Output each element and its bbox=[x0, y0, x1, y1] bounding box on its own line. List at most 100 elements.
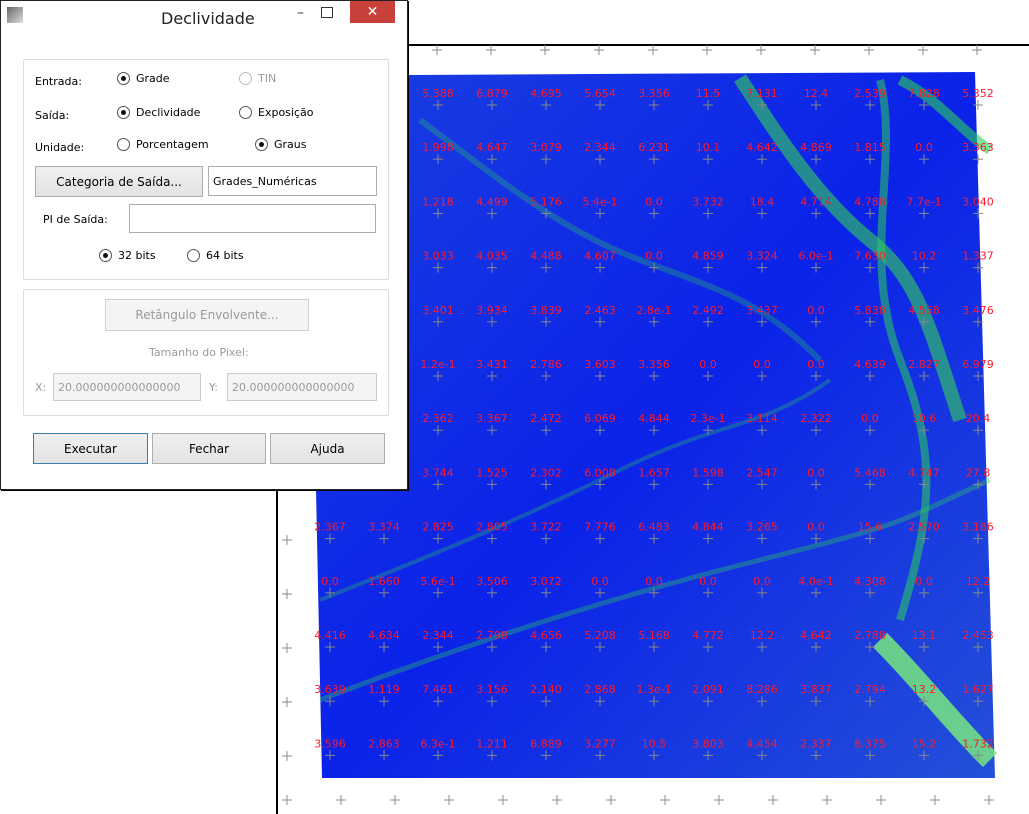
grid-value: 2.825 bbox=[422, 521, 454, 534]
grid-value: 3.033 bbox=[422, 250, 454, 263]
grid-value: 4.714 bbox=[800, 195, 832, 208]
x-field: 20.000000000000000 bbox=[53, 373, 201, 401]
grid-value: 2.302 bbox=[530, 466, 562, 479]
grid-value: 2.344 bbox=[584, 141, 616, 154]
grid-value: 0.0 bbox=[645, 195, 663, 208]
grid-value: 2.794 bbox=[854, 683, 886, 696]
grid-value: 3.934 bbox=[476, 304, 508, 317]
radio-label: TIN bbox=[258, 72, 276, 85]
grid-value: 3.367 bbox=[476, 412, 508, 425]
radio[interactable]: 32 bits bbox=[99, 249, 156, 262]
grid-value: 5.388 bbox=[422, 87, 454, 100]
pixel-label: Tamanho do Pixel: bbox=[149, 346, 249, 359]
radio[interactable]: Porcentagem bbox=[117, 138, 209, 151]
radio[interactable]: Grade bbox=[117, 72, 170, 85]
grid-value: 0.0 bbox=[861, 412, 879, 425]
radio[interactable]: Graus bbox=[255, 138, 307, 151]
categoria-field[interactable]: Grades_Numéricas bbox=[208, 166, 377, 196]
grid-value: 18.4 bbox=[750, 195, 775, 208]
grid-value: 10.5 bbox=[642, 737, 667, 750]
grid-value: 2.863 bbox=[368, 737, 400, 750]
minimize-button[interactable]: – bbox=[297, 5, 304, 21]
radio[interactable]: 64 bits bbox=[187, 249, 244, 262]
grid-value: 6.483 bbox=[638, 521, 670, 534]
grid-value: 2.337 bbox=[800, 737, 832, 750]
grid-value: 1.657 bbox=[638, 466, 670, 479]
y-field: 20.000000000000000 bbox=[227, 373, 377, 401]
grid-value: 3.324 bbox=[746, 250, 778, 263]
grid-value: 5.838 bbox=[854, 304, 886, 317]
pi-field[interactable] bbox=[129, 204, 376, 233]
grid-value: 20.4 bbox=[966, 412, 991, 425]
grid-value: 1.660 bbox=[368, 575, 400, 588]
grid-value: 0.0 bbox=[645, 250, 663, 263]
grid-value: 5.176 bbox=[530, 195, 562, 208]
grid-value: 1.598 bbox=[692, 466, 724, 479]
grid-value: 4.788 bbox=[854, 195, 886, 208]
grid-value: 4.308 bbox=[854, 575, 886, 588]
grid-value: 3.722 bbox=[530, 521, 562, 534]
grid-value: 2.472 bbox=[530, 412, 562, 425]
grid-value: 0.0 bbox=[321, 575, 339, 588]
grid-value: 4.416 bbox=[314, 629, 346, 642]
grid-value: 6.3e-1 bbox=[420, 737, 455, 750]
y-label: Y: bbox=[209, 381, 218, 394]
grid-value: 4.454 bbox=[746, 737, 778, 750]
radio[interactable]: Exposição bbox=[239, 106, 313, 119]
grid-value: 1.2e-1 bbox=[420, 358, 455, 371]
grid-value: 6.979 bbox=[962, 358, 994, 371]
executar-button[interactable]: Executar bbox=[33, 433, 148, 464]
grid-value: 4.647 bbox=[476, 141, 508, 154]
grid-value: 13.1 bbox=[912, 629, 937, 642]
grid-value: 1.3e-1 bbox=[636, 683, 671, 696]
grid-value: 3.639 bbox=[314, 683, 346, 696]
ajuda-button[interactable]: Ajuda bbox=[270, 433, 385, 464]
radio-label: Exposição bbox=[258, 106, 313, 119]
radio: TIN bbox=[239, 72, 276, 85]
grid-value: 1.525 bbox=[476, 466, 508, 479]
grid-value: 1.998 bbox=[422, 141, 454, 154]
grid-value: 0.0 bbox=[807, 521, 825, 534]
grid-value: 1.815 bbox=[854, 141, 886, 154]
grid-value: 10.1 bbox=[696, 141, 721, 154]
grid-value: 2.322 bbox=[800, 412, 832, 425]
grid-value: 4.772 bbox=[692, 629, 724, 642]
grid-value: 5.4e-1 bbox=[582, 195, 617, 208]
grid-value: 0.0 bbox=[591, 575, 609, 588]
grid-value: 2.786 bbox=[530, 358, 562, 371]
close-button[interactable]: ✕ bbox=[350, 1, 395, 23]
grid-value: 3.156 bbox=[476, 683, 508, 696]
grid-value: 11.5 bbox=[696, 87, 721, 100]
grid-value: 3.437 bbox=[746, 304, 778, 317]
fechar-button[interactable]: Fechar bbox=[152, 433, 266, 464]
grid-value: 13.2 bbox=[912, 683, 937, 696]
radio-label: Declividade bbox=[136, 106, 200, 119]
grid-value: 4.695 bbox=[530, 87, 562, 100]
grid-value: 4.747 bbox=[908, 466, 940, 479]
unidade-label: Unidade: bbox=[35, 141, 84, 154]
grid-value: 2.492 bbox=[692, 304, 724, 317]
grid-value: 0.0 bbox=[915, 575, 933, 588]
radio-label: 32 bits bbox=[118, 249, 156, 262]
grid-value: 12.2 bbox=[750, 629, 775, 642]
grid-value: 4.642 bbox=[746, 141, 778, 154]
grid-value: 3.732 bbox=[692, 195, 724, 208]
grid-value: 2.798 bbox=[476, 629, 508, 642]
grid-value: 4.639 bbox=[854, 358, 886, 371]
grid-value: 0.0 bbox=[699, 575, 717, 588]
categoria-button[interactable]: Categoria de Saída... bbox=[35, 166, 203, 197]
grid-value: 7.828 bbox=[908, 87, 940, 100]
grid-value: 4.488 bbox=[530, 250, 562, 263]
radio[interactable]: Declividade bbox=[117, 106, 200, 119]
grid-value: 6.0e-1 bbox=[798, 250, 833, 263]
grid-value: 2.539 bbox=[854, 87, 886, 100]
maximize-button[interactable] bbox=[321, 7, 333, 18]
grid-value: 2.140 bbox=[530, 683, 562, 696]
grid-value: 3.596 bbox=[314, 737, 346, 750]
grid-value: 4.035 bbox=[476, 250, 508, 263]
x-label: X: bbox=[35, 381, 46, 394]
grid-value: 2.3e-1 bbox=[690, 412, 725, 425]
grid-value: 5.208 bbox=[584, 629, 616, 642]
grid-value: 2.344 bbox=[422, 629, 454, 642]
grid-value: 7.131 bbox=[746, 87, 778, 100]
